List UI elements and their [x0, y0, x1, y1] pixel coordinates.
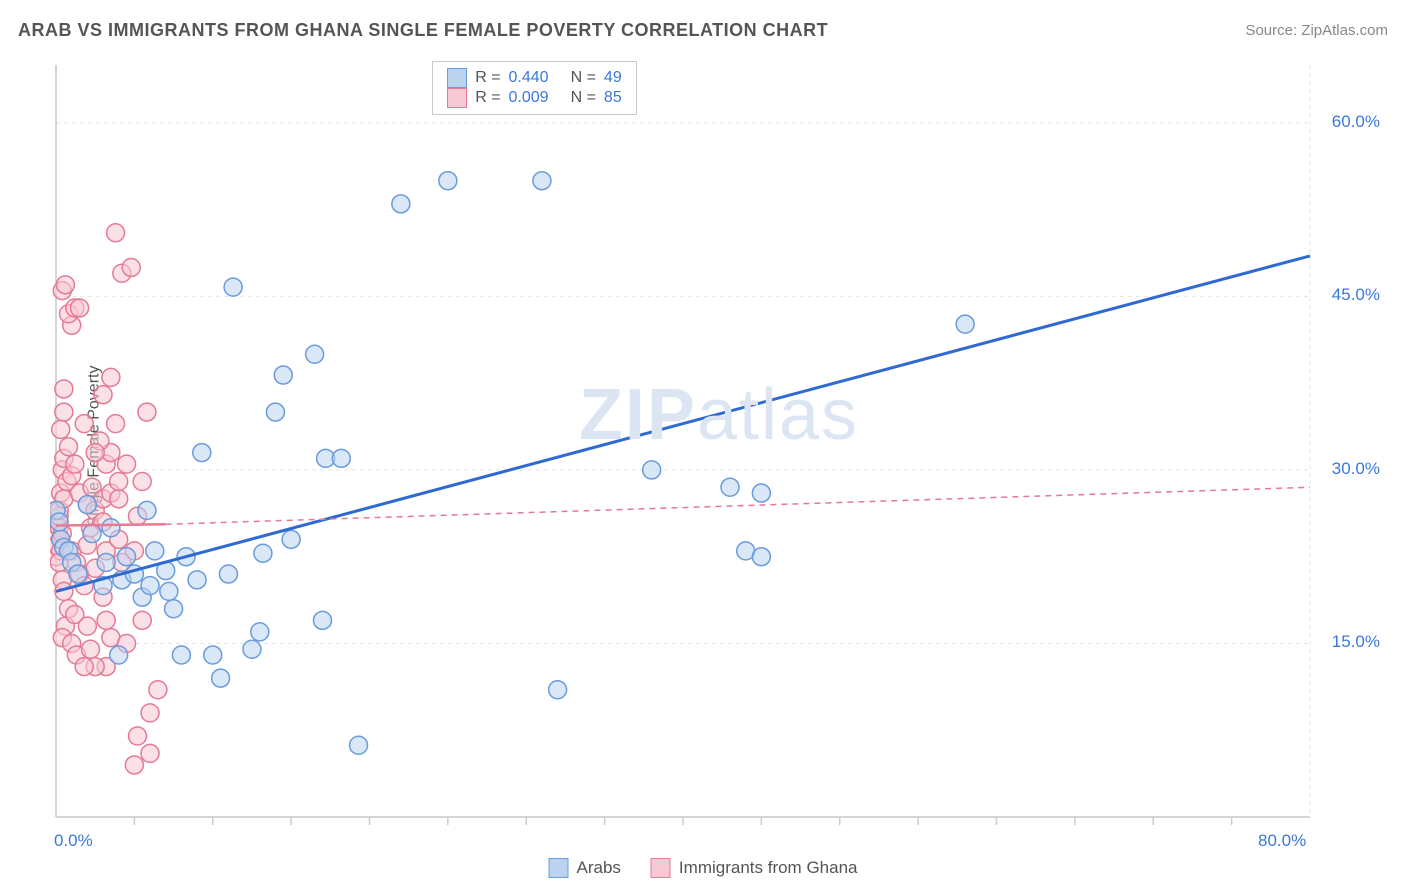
legend-r-label: R = — [475, 69, 500, 87]
legend-swatch — [447, 68, 467, 88]
chart-area: ZIPatlas R =0.440N =49R =0.009N =85 15.0… — [50, 55, 1388, 837]
legend-n-label: N = — [571, 69, 596, 87]
legend-n-label: N = — [571, 89, 596, 107]
series-legend-label: Immigrants from Ghana — [679, 858, 858, 878]
legend-swatch — [549, 858, 569, 878]
legend-r-value: 0.009 — [509, 89, 549, 107]
legend-row: R = 0.440 N = 49 — [447, 68, 622, 88]
chart-title: ARAB VS IMMIGRANTS FROM GHANA SINGLE FEM… — [18, 20, 828, 41]
y-tick-label: 15.0% — [1332, 632, 1380, 652]
y-tick-label: 30.0% — [1332, 459, 1380, 479]
x-tick-label: 80.0% — [1258, 831, 1306, 851]
chart-header: ARAB VS IMMIGRANTS FROM GHANA SINGLE FEM… — [18, 20, 1388, 41]
legend-r-label: R = — [475, 89, 500, 107]
scatter-chart — [50, 55, 1388, 837]
series-legend-item: Arabs — [549, 858, 621, 878]
source-label: Source: ZipAtlas.com — [1245, 22, 1388, 39]
x-tick-label: 0.0% — [54, 831, 93, 851]
y-tick-label: 45.0% — [1332, 285, 1380, 305]
legend-swatch — [447, 88, 467, 108]
correlation-legend: R = 0.440 N = 49 R = 0.009 N = 85 — [432, 61, 637, 115]
series-legend: Arabs Immigrants from Ghana — [549, 858, 858, 878]
legend-swatch — [651, 858, 671, 878]
legend-n-value: 49 — [604, 69, 622, 87]
legend-r-value: 0.440 — [509, 69, 549, 87]
series-legend-item: Immigrants from Ghana — [651, 858, 858, 878]
legend-n-value: 85 — [604, 89, 622, 107]
series-legend-label: Arabs — [577, 858, 621, 878]
legend-row: R = 0.009 N = 85 — [447, 88, 622, 108]
y-tick-label: 60.0% — [1332, 112, 1380, 132]
